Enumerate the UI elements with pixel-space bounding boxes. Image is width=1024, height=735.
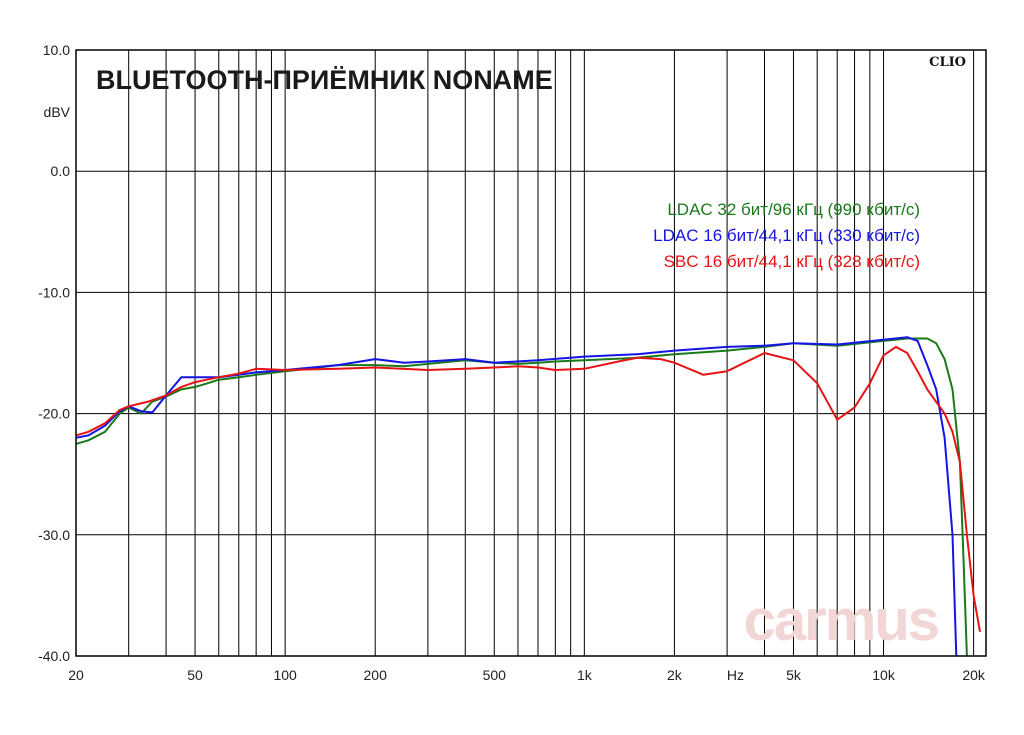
y-axis-label: dBV	[44, 104, 71, 120]
x-tick-label: Hz	[727, 667, 744, 683]
chart-title: BLUETOOTH-ПРИЁМНИК NONAME	[96, 65, 553, 95]
y-tick-label: -10.0	[38, 284, 70, 300]
brand-label: CLIO	[929, 55, 966, 70]
legend-entry-2: LDAC 16 бит/44,1 кГц (330 кбит/с)	[653, 226, 920, 245]
watermark: carmus	[744, 588, 938, 653]
y-tick-label: -20.0	[38, 406, 70, 422]
x-tick-label: 5k	[786, 667, 802, 683]
series-line-3	[75, 345, 981, 632]
y-axis: 10.0 0.0 -10.0 -20.0 -30.0 -40.0	[38, 42, 70, 664]
x-tick-label: 2k	[667, 667, 683, 683]
x-tick-label: 20k	[962, 667, 986, 683]
y-tick-label: -30.0	[38, 527, 70, 543]
legend-entry-1: LDAC 32 бит/96 кГц (990 кбит/с)	[667, 200, 920, 219]
x-tick-label: 500	[483, 667, 507, 683]
y-tick-label: 10.0	[43, 42, 70, 58]
x-tick-label: 100	[273, 667, 297, 683]
legend: LDAC 32 бит/96 кГц (990 кбит/с) LDAC 16 б…	[653, 200, 920, 271]
x-tick-label: 20	[68, 667, 84, 683]
x-axis: 20 50 100 200 500 1k 2k Hz 5k 10k 20k	[68, 667, 986, 683]
series-layer	[75, 336, 981, 657]
y-tick-label: 0.0	[51, 163, 71, 179]
y-tick-label: -40.0	[38, 648, 70, 664]
x-tick-label: 50	[187, 667, 203, 683]
x-tick-label: 200	[364, 667, 388, 683]
series-line-1	[75, 337, 968, 657]
x-tick-label: 1k	[577, 667, 593, 683]
series-line-2	[75, 336, 958, 657]
plot-frame	[75, 49, 987, 657]
grid	[76, 50, 986, 656]
x-tick-label: 10k	[872, 667, 896, 683]
legend-entry-3: SBC 16 бит/44,1 кГц (328 кбит/с)	[664, 252, 920, 271]
